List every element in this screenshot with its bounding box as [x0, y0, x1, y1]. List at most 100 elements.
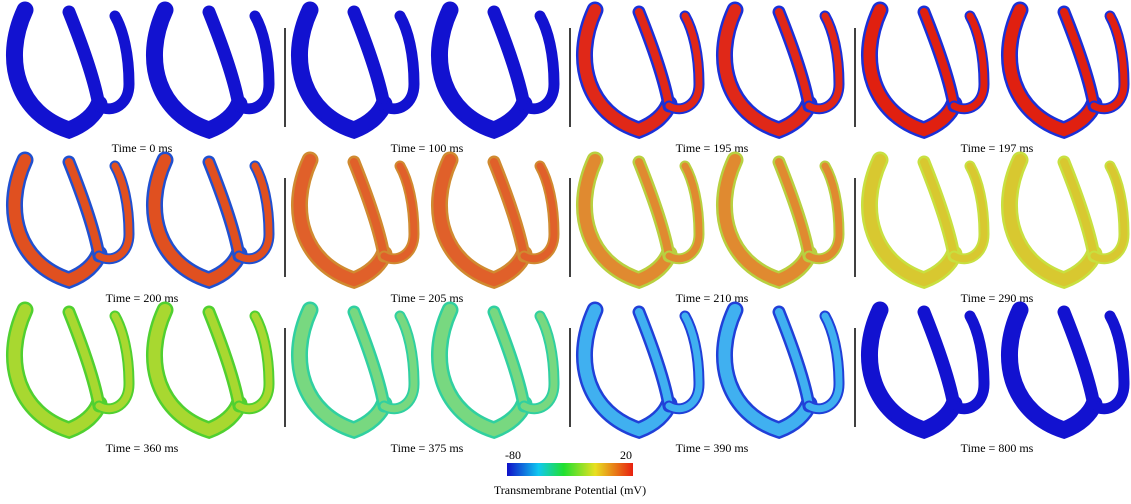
wall-core [718, 304, 815, 437]
time-label: Time = 390 ms [676, 441, 749, 455]
wall-core [775, 158, 813, 260]
wall-core [920, 8, 958, 110]
colorbar-label: Transmembrane Potential (mV) [494, 483, 646, 497]
heart-view [575, 151, 705, 289]
wall-core [520, 162, 558, 263]
wall-core [863, 154, 960, 287]
wall-core [520, 12, 558, 113]
time-label: Time = 800 ms [961, 441, 1034, 455]
heart-view [290, 301, 420, 439]
wall-core [805, 12, 843, 113]
heart-view [145, 151, 275, 289]
heart-view [5, 1, 135, 139]
heart-view [1000, 1, 1130, 139]
wall-core [665, 12, 703, 113]
time-label: Time = 210 ms [676, 291, 749, 305]
wall-core [433, 304, 530, 437]
heart-view [715, 151, 845, 289]
time-label: Time = 195 ms [676, 141, 749, 155]
wall-core [775, 8, 813, 110]
heart-view [430, 1, 560, 139]
time-label: Time = 0 ms [112, 141, 173, 155]
heart-view [430, 301, 560, 439]
wall-core [148, 154, 245, 287]
wall-core [920, 308, 958, 410]
time-label: Time = 200 ms [106, 291, 179, 305]
wall-core [8, 154, 105, 287]
heart-view [5, 151, 135, 289]
time-label: Time = 290 ms [961, 291, 1034, 305]
wall-core [65, 8, 103, 110]
wall-core [1003, 304, 1100, 437]
heart-view [860, 151, 990, 289]
heart-view [145, 1, 275, 139]
wall-core [635, 158, 673, 260]
wall-core [490, 8, 528, 110]
wall-core [863, 4, 960, 137]
wall-core [350, 158, 388, 260]
wall-core [1060, 158, 1098, 260]
wall-core [380, 12, 418, 113]
wall-core [8, 304, 105, 437]
wall-core [950, 162, 988, 263]
wall-core [350, 308, 388, 410]
wall-core [718, 154, 815, 287]
heart-view [860, 1, 990, 139]
wall-core [1060, 308, 1098, 410]
wall-core [1060, 8, 1098, 110]
wall-core [665, 162, 703, 263]
time-label: Time = 360 ms [106, 441, 179, 455]
wall-core [235, 162, 273, 263]
heart-view [715, 1, 845, 139]
wall-core [805, 312, 843, 413]
wall-core [433, 154, 530, 287]
wall-core [950, 312, 988, 413]
time-label: Time = 100 ms [391, 141, 464, 155]
wall-core [718, 4, 815, 137]
colorbar [507, 463, 633, 476]
wall-core [205, 158, 243, 260]
wall-core [775, 308, 813, 410]
heart-view [145, 301, 275, 439]
heart-view [1000, 151, 1130, 289]
wall-core [635, 308, 673, 410]
heart-view [575, 301, 705, 439]
wall-core [95, 162, 133, 263]
heart-view [290, 151, 420, 289]
heart-view [575, 1, 705, 139]
wall-core [578, 4, 675, 137]
wall-core [205, 308, 243, 410]
heart-view [290, 1, 420, 139]
heart-view [1000, 301, 1130, 439]
heart-view [5, 301, 135, 439]
time-label: Time = 197 ms [961, 141, 1034, 155]
wall-core [1090, 312, 1128, 413]
heart-view [860, 301, 990, 439]
wall-core [350, 8, 388, 110]
wall-core [148, 304, 245, 437]
wall-core [235, 12, 273, 113]
wall-core [65, 158, 103, 260]
time-label: Time = 205 ms [391, 291, 464, 305]
wall-core [65, 308, 103, 410]
colorbar-min: -80 [505, 448, 521, 462]
wall-core [578, 304, 675, 437]
wall-core [95, 12, 133, 113]
wall-core [805, 162, 843, 263]
wall-core [1003, 4, 1100, 137]
time-label: Time = 375 ms [391, 441, 464, 455]
wall-core [635, 8, 673, 110]
wall-core [950, 12, 988, 113]
wall-core [293, 304, 390, 437]
wall-core [520, 312, 558, 413]
wall-core [293, 4, 390, 137]
wall-core [863, 304, 960, 437]
wall-core [490, 158, 528, 260]
wall-core [235, 312, 273, 413]
wall-core [665, 312, 703, 413]
wall-core [148, 4, 245, 137]
wall-core [1090, 162, 1128, 263]
wall-core [578, 154, 675, 287]
colorbar-max: 20 [620, 448, 632, 462]
